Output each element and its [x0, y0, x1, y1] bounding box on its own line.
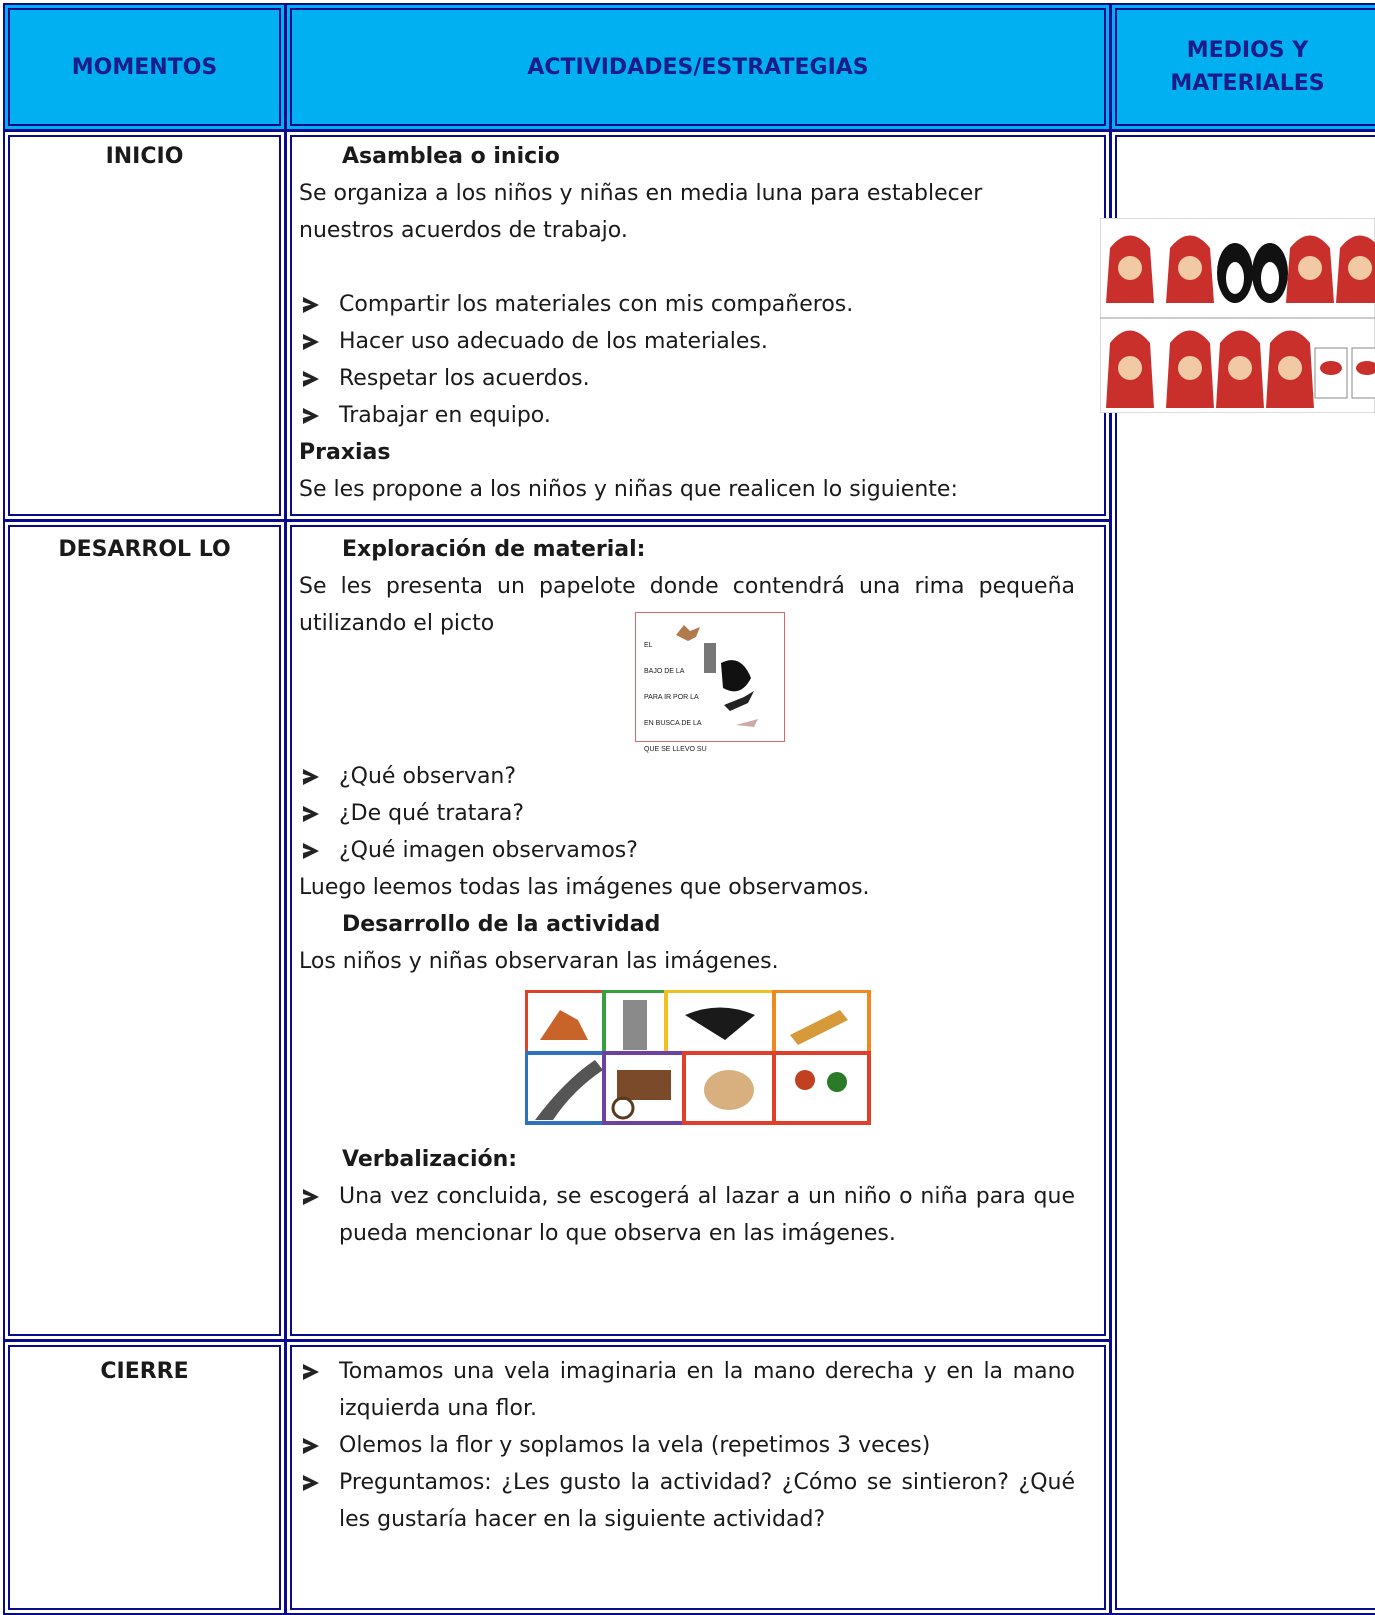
header-cell: ACTIVIDADES/ESTRATEGIAS [285, 3, 1111, 131]
moment: DESARROL LO [58, 537, 231, 562]
bullet: Trabajar en equipo. [299, 397, 1075, 434]
pictogram-image: EL BAJO DE LA PARA IR POR LA EN BUSCA DE… [635, 612, 785, 753]
bullet: Olemos la flor y soplamos la vela (repet… [299, 1427, 1075, 1464]
bullet: Hacer uso adecuado de los materiales. [299, 323, 1075, 360]
activity-cell: Exploración de material: Se les presenta… [285, 520, 1111, 1341]
header-text: MOMENTOS [71, 54, 218, 80]
moment-cell: INICIO [3, 130, 286, 521]
paragraph: Se les presenta un papelote donde conten… [299, 574, 1075, 636]
bullet: Respetar los acuerdos. [299, 360, 1075, 397]
moment-cell: DESARROL LO [3, 520, 286, 1341]
activity-cell: Tomamos una vela imaginaria en la mano d… [285, 1340, 1111, 1615]
pictogram-line: PARA IR POR LA [644, 694, 699, 701]
moment-cell: CIERRE [3, 1340, 286, 1615]
bullet: Compartir los materiales con mis compañe… [299, 286, 1075, 323]
header-text: MEDIOS Y MATERIALES [1170, 38, 1325, 96]
heading: Desarrollo de la actividad [342, 912, 661, 937]
bullet: Preguntamos: ¿Les gusto la actividad? ¿C… [299, 1464, 1075, 1538]
bullet: Tomamos una vela imaginaria en la mano d… [299, 1353, 1075, 1427]
bullet: ¿De qué tratara? [299, 795, 1075, 832]
heading: Verbalización: [342, 1147, 518, 1172]
moment: INICIO [105, 144, 184, 169]
heading: Asamblea o inicio [342, 144, 560, 169]
paragraph: Luego leemos todas las imágenes que obse… [299, 875, 870, 900]
pictogram-line: QUE SE LLEVO SU [644, 746, 707, 753]
moment: CIERRE [100, 1359, 189, 1384]
bullet: Una vez concluida, se escogerá al lazar … [299, 1178, 1075, 1252]
praxias-image [1100, 218, 1375, 413]
heading: Exploración de material: [342, 537, 646, 562]
pictogram-line: EN BUSCA DE LA [644, 720, 702, 727]
activity-cell: Asamblea o inicio Se organiza a los niño… [285, 130, 1111, 521]
images-collage [525, 990, 871, 1125]
bullet: ¿Qué imagen observamos? [299, 832, 1075, 869]
pictogram-drawing [676, 625, 758, 727]
header-cell: MOMENTOS [3, 3, 286, 131]
subheading: Praxias [299, 440, 391, 465]
paragraph: Se les propone a los niños y niñas que r… [299, 477, 958, 502]
paragraph: Los niños y niñas observaran las imágene… [299, 949, 779, 974]
header-cell: MEDIOS Y MATERIALES [1110, 3, 1375, 131]
pictogram-line: EL [644, 642, 653, 649]
paragraph: Se organiza a los niños y niñas en media… [299, 181, 983, 243]
pictogram-text: EL BAJO DE LA PARA IR POR LA EN BUSCA DE… [644, 633, 707, 763]
header-text: ACTIVIDADES/ESTRATEGIAS [527, 54, 869, 80]
pictogram-line: BAJO DE LA [644, 668, 685, 675]
bullet: ¿Qué observan? [299, 758, 1075, 795]
